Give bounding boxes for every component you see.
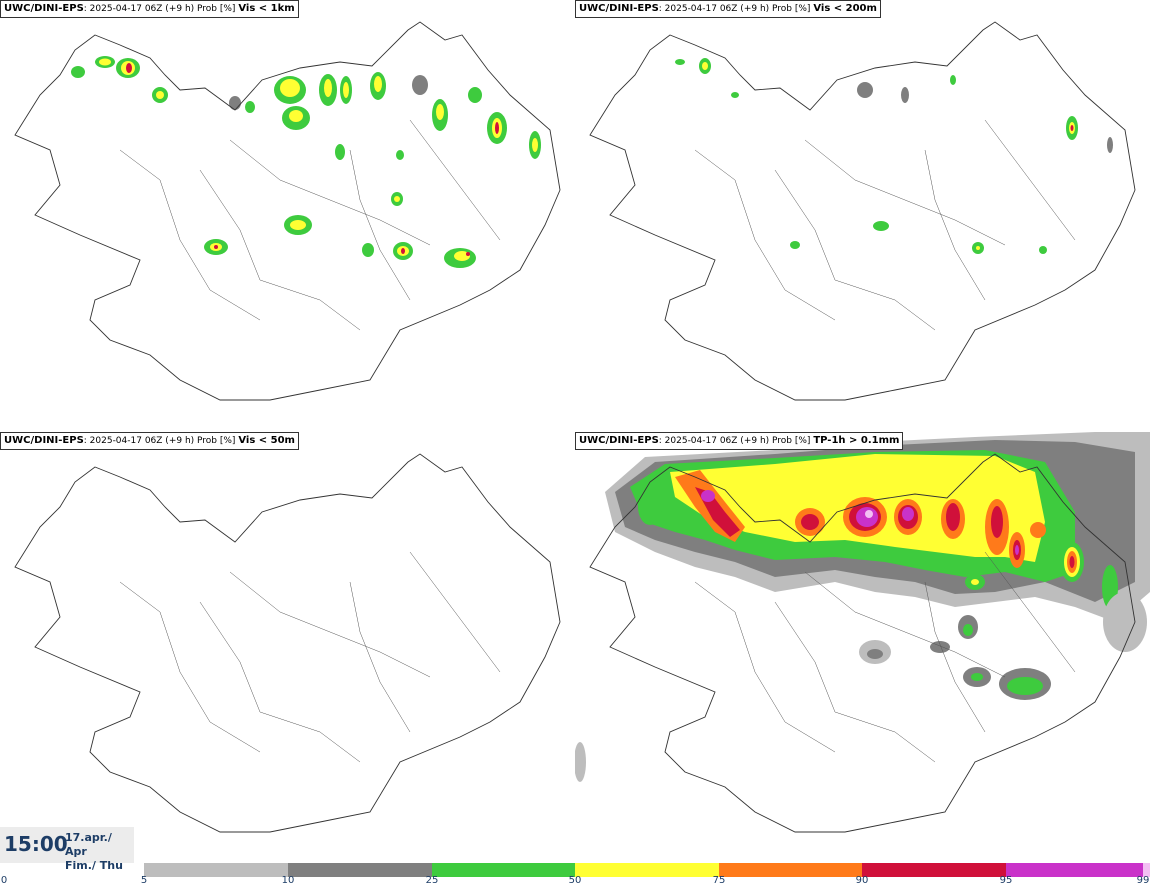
colorbar-segment <box>432 863 575 877</box>
panel-title: UWC/DINI-EPS: 2025-04-17 06Z (+9 h) Prob… <box>575 0 881 18</box>
valid-time: 15:00 <box>4 832 68 856</box>
colorbar-tick-label: 50 <box>568 875 582 886</box>
colorbar-segment <box>1143 863 1150 877</box>
iceland-map <box>14 453 561 833</box>
colorbar-tick-label: 5 <box>140 875 148 886</box>
admin-borders <box>694 551 1076 763</box>
colorbar-segment <box>862 863 1006 877</box>
prob-fields <box>575 432 1150 782</box>
iceland-map <box>575 432 1150 833</box>
admin-borders <box>119 551 501 763</box>
colorbar-tick-label: 90 <box>855 875 869 886</box>
iceland-map <box>589 21 1136 401</box>
map-panel-tp-1h: UWC/DINI-EPS: 2025-04-17 06Z (+9 h) Prob… <box>575 432 1150 864</box>
colorbar-tick-label: 10 <box>281 875 295 886</box>
valid-date-line1: 17.apr./ Apr <box>65 831 112 858</box>
colorbar-tick-label: 25 <box>425 875 439 886</box>
colorbar-tick-label: 75 <box>712 875 726 886</box>
valid-date-line2: Fim./ Thu <box>65 859 123 872</box>
panel-title: UWC/DINI-EPS: 2025-04-17 06Z (+9 h) Prob… <box>0 0 299 18</box>
valid-time-box: 15:00 17.apr./ Apr Fim./ Thu <box>0 827 134 872</box>
colorbar-tick-label: 99 <box>1136 875 1150 886</box>
colorbar-segment <box>719 863 862 877</box>
map-panel-vis-1km: UWC/DINI-EPS: 2025-04-17 06Z (+9 h) Prob… <box>0 0 575 432</box>
prob-fields <box>71 56 541 268</box>
colorbar-segment <box>575 863 719 877</box>
map-panel-vis-50m: UWC/DINI-EPS: 2025-04-17 06Z (+9 h) Prob… <box>0 432 575 864</box>
admin-borders <box>694 119 1076 331</box>
colorbar-tick-label: 0 <box>0 875 8 886</box>
colorbar-segment <box>288 863 432 877</box>
coastline <box>14 453 561 833</box>
panel-title: UWC/DINI-EPS: 2025-04-17 06Z (+9 h) Prob… <box>0 432 299 450</box>
colorbar: 0 5 10 25 50 75 90 95 99 <box>0 862 1150 891</box>
coastline <box>14 21 561 401</box>
colorbar-tick-label: 95 <box>999 875 1013 886</box>
valid-date: 17.apr./ Apr Fim./ Thu <box>65 831 134 873</box>
colorbar-segment <box>1006 863 1143 877</box>
map-panel-vis-200m: UWC/DINI-EPS: 2025-04-17 06Z (+9 h) Prob… <box>575 0 1150 432</box>
admin-borders <box>119 119 501 331</box>
panel-title: UWC/DINI-EPS: 2025-04-17 06Z (+9 h) Prob… <box>575 432 904 450</box>
coastline <box>589 453 1136 833</box>
iceland-map <box>14 21 561 401</box>
colorbar-segment <box>144 863 288 877</box>
prob-fields <box>675 58 1113 254</box>
coastline <box>589 21 1136 401</box>
